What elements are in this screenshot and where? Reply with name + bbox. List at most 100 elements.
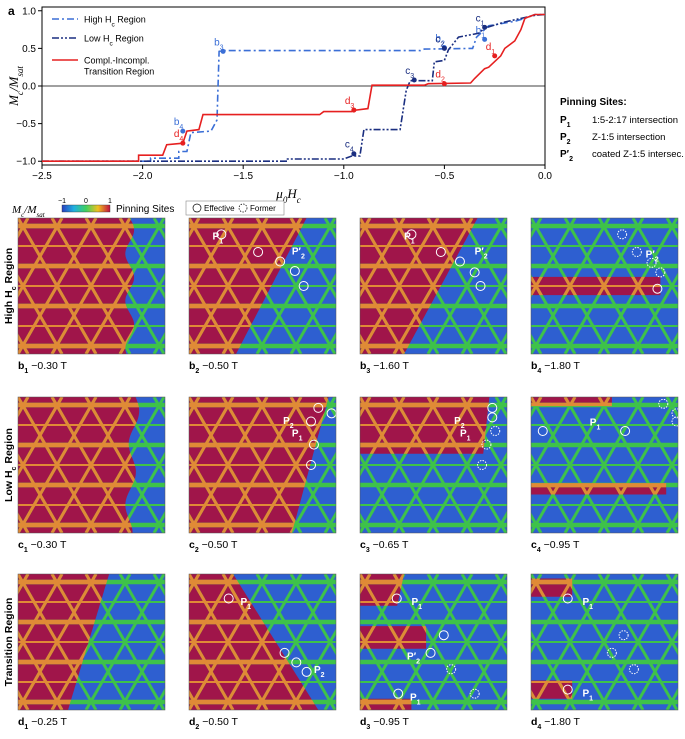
y-tick-label: 0.0 <box>22 82 36 93</box>
effective-pin-circle <box>425 647 436 658</box>
legend-label-2: Low Hc Region <box>84 34 144 48</box>
marker-label-c4: c4 <box>345 140 354 154</box>
panel-frame <box>17 573 166 711</box>
effective-pin-circle <box>289 266 300 277</box>
z-phase <box>426 397 507 533</box>
effective-pin-circle <box>562 593 573 604</box>
z-phase <box>563 397 645 533</box>
marker-label-b4: b4 <box>174 117 184 130</box>
legend-label-1: High Hc Region <box>84 15 146 29</box>
z-phase <box>360 218 406 298</box>
panel-map-b2 <box>189 218 336 354</box>
hysteresis-chart: −2.5 −2.0 −1.5 −1.0 −0.5 0.0 −1.0 −0.5 0.0 0.5 1.0… <box>6 6 552 205</box>
former-pin-circle <box>446 664 457 675</box>
panel-b1: b1 −0.30 T <box>17 217 166 375</box>
panel-map-d3 <box>360 574 507 710</box>
marker-c2 <box>441 45 447 51</box>
former-pin-circle <box>490 426 501 436</box>
orange-lines <box>531 397 678 533</box>
z-phase <box>18 574 64 654</box>
pin-label: P′2 <box>646 249 659 263</box>
panel-map-c3 <box>360 397 507 533</box>
marker-label-d4: d4 <box>174 129 184 143</box>
z-phase <box>392 218 474 354</box>
panel-caption-d2: d2 −0.50 T <box>189 716 239 731</box>
z-phase <box>531 218 611 354</box>
pin-label: P1 <box>411 597 422 611</box>
marker-d1 <box>492 53 498 59</box>
legend-label-3: Compl.-Incompl. Transition Region <box>84 56 154 77</box>
pinning-symbol-1: P1 <box>560 115 571 129</box>
z-phase <box>460 272 507 354</box>
panel-d1: d1 −0.25 T <box>17 573 166 731</box>
z-phase <box>189 574 235 654</box>
panel-b4: P′2 b4 −1.80 T <box>530 217 679 375</box>
former-circle-icon <box>238 203 248 213</box>
orange-lines <box>531 218 678 354</box>
panel-c4: P1 c4 −0.95 T <box>530 396 682 554</box>
z-phase <box>531 574 577 654</box>
effective-pin-circle <box>216 229 227 240</box>
effective-pin-circle <box>279 647 290 658</box>
orange-lines <box>18 218 165 354</box>
panel-d2: P1 P2 d2 −0.50 T <box>188 573 337 731</box>
orange-lines <box>531 574 678 710</box>
marker-d2 <box>441 81 447 87</box>
effective-pin-circle <box>301 666 312 677</box>
marker-d4 <box>180 140 186 146</box>
z-phase <box>189 218 235 298</box>
effective-pin-circle <box>620 426 631 436</box>
pinning-desc-3: coated Z-1:5 intersec. <box>592 149 684 160</box>
effective-pin-circle <box>438 630 449 641</box>
pin-label: P1 <box>410 692 421 706</box>
panel-frame <box>188 217 337 355</box>
former-pin-circle <box>631 247 642 257</box>
pin-label: P2 <box>454 416 465 430</box>
z-phase <box>392 397 474 533</box>
effective-pin-circle <box>435 247 446 257</box>
z-phase <box>360 397 406 477</box>
panel-caption-b3: b3 −1.60 T <box>360 360 410 375</box>
panel-map-d1 <box>18 574 165 710</box>
series-line-1 <box>42 13 545 162</box>
grid-header: Mc/Msat −1 0 1 Pinning Sites Effective Former <box>11 198 285 219</box>
panel-map-b1 <box>18 218 165 354</box>
pin-label: P′2 <box>475 247 488 261</box>
orange-lines <box>189 574 336 710</box>
effective-pin-circle <box>487 412 498 423</box>
z-phase <box>18 397 98 533</box>
marker-label-d3: d3 <box>345 96 355 110</box>
pin-label: P1 <box>213 232 224 246</box>
panel-map-d4 <box>531 574 678 710</box>
z-phase <box>18 218 64 298</box>
pin-label: P2 <box>314 665 325 679</box>
row-label-1: High Hc Region <box>3 248 18 324</box>
x-tick-label: −2.5 <box>32 171 52 182</box>
marker-label-c2: c2 <box>435 34 444 48</box>
x-tick-label: 0.0 <box>538 171 552 182</box>
z-phase <box>18 574 98 710</box>
effective-label: Effective <box>204 204 235 213</box>
z-phase <box>460 451 507 533</box>
panel-caption-c2: c2 −0.50 T <box>189 539 238 554</box>
pin-label: P1 <box>460 428 471 442</box>
panel-caption-b1: b1 −0.30 T <box>18 360 68 375</box>
orange-lines <box>360 397 507 533</box>
z-phase <box>84 574 165 710</box>
row-label-3: Transition Region <box>3 598 15 687</box>
orange-lines <box>189 218 336 354</box>
marker-label-d2: d2 <box>435 70 445 84</box>
panel-map-c4 <box>531 397 678 533</box>
panel-map-c2 <box>189 397 336 533</box>
effective-pin-circle <box>393 688 404 699</box>
z-phase <box>118 272 165 354</box>
panel-caption-c3: c3 −0.65 T <box>360 539 409 554</box>
effective-pin-circle <box>291 657 302 668</box>
former-pin-circle <box>617 229 628 240</box>
status-legend-box <box>185 200 285 216</box>
marker-label-b3: b3 <box>214 37 224 51</box>
effective-circle-icon <box>192 203 202 213</box>
z-phase <box>531 218 577 298</box>
z-phase <box>289 628 336 710</box>
